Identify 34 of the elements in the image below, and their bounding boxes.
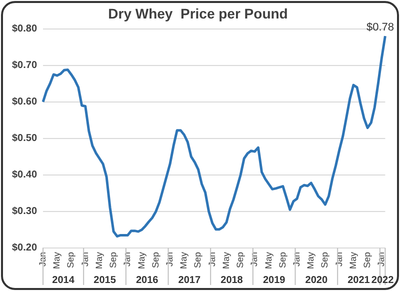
x-tick-label: Sep [150, 252, 160, 268]
x-tick-label: Sep [320, 252, 330, 268]
y-tick-label: $0.40 [12, 170, 38, 181]
y-tick-label: $0.70 [12, 60, 38, 72]
x-tick-label: Sep [362, 252, 372, 268]
x-tick-label: May [220, 252, 231, 270]
x-tick-label: Sep [192, 252, 203, 268]
x-tick-label: Sep [277, 252, 288, 268]
x-tick-label: Sep [108, 252, 118, 268]
x-tick-label: May [52, 252, 62, 270]
chart-title: Dry Whey Price per Pound [108, 5, 288, 22]
y-tick-label: $0.60 [12, 96, 38, 108]
text: 2022 [371, 274, 394, 286]
y-tick-label: $0.50 [12, 133, 38, 144]
x-tick-label: May [263, 252, 274, 270]
y-tick-label: $0.30 [12, 206, 38, 218]
text: 2014 [52, 274, 75, 286]
text: 2020 [305, 274, 328, 286]
text: 2019 [262, 274, 286, 286]
x-tick-label: May [178, 252, 189, 270]
x-tick-label: May [94, 252, 104, 270]
x-tick-label: May [348, 252, 358, 270]
x-tick-label: Sep [235, 252, 246, 268]
text: 2018 [220, 274, 244, 286]
x-tick-label: May [136, 252, 146, 270]
x-tick-label: Sep [66, 252, 76, 268]
text: 2021 [348, 274, 370, 286]
y-tick-label: $0.20 [12, 242, 38, 254]
x-tick-label: May [306, 252, 316, 270]
annotation: $0.78 [366, 22, 394, 34]
text: 2015 [94, 274, 116, 286]
text: 2016 [136, 274, 159, 286]
text: 2017 [178, 274, 201, 286]
y-tick-label: $0.80 [12, 24, 38, 35]
